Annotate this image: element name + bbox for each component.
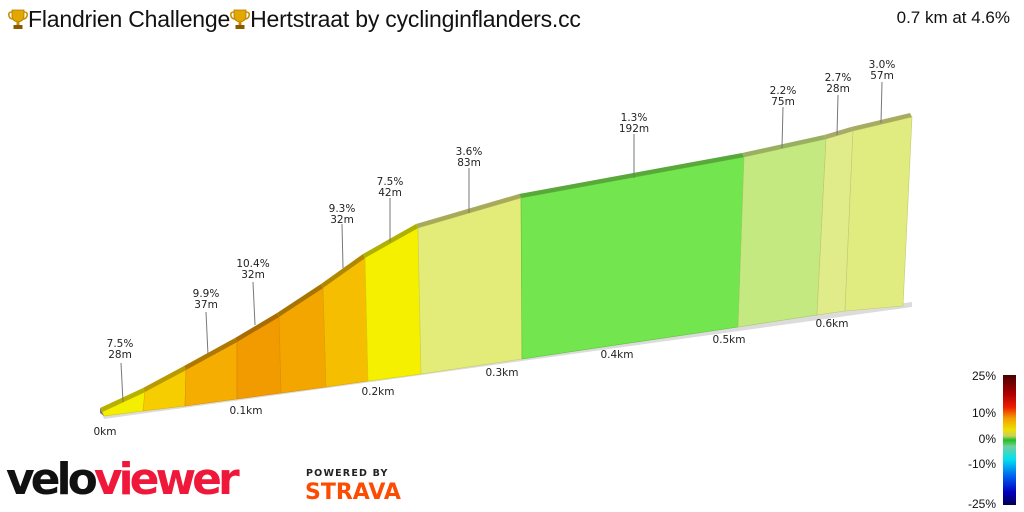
segment-8 — [520, 156, 745, 360]
segment-3 — [236, 316, 282, 400]
title-part1: Flandrien Challenge — [28, 6, 231, 32]
seg-label-len: 28m — [108, 349, 132, 361]
seg-label-len: 32m — [330, 214, 354, 226]
veloviewer-logo: veloviewer — [6, 454, 240, 505]
tick-label: 0.4km — [600, 349, 633, 361]
gradient-color-scale — [1003, 375, 1016, 505]
seg-label-len: 42m — [378, 187, 402, 199]
seg-label-len: 75m — [771, 96, 795, 108]
tick-label: 0.5km — [712, 334, 745, 346]
seg-label-len: 37m — [194, 299, 218, 311]
powered-by-label: POWERED BY — [306, 468, 389, 479]
seg-label-pct: 9.9% — [193, 288, 220, 300]
segment-7 — [417, 197, 523, 375]
seg-label-pct: 7.5% — [377, 176, 404, 188]
tick-label: 0.6km — [815, 318, 848, 330]
segment-9 — [737, 138, 827, 328]
seg-label-len: 83m — [457, 157, 481, 169]
seg-label-pct: 3.6% — [456, 146, 483, 158]
seg-label-pct: 7.5% — [107, 338, 134, 350]
tick-label: 0.2km — [361, 386, 394, 398]
climb-summary: 0.7 km at 4.6% — [896, 8, 1010, 27]
seg-label-pct: 2.2% — [770, 85, 797, 97]
distance-ticks: 0km 0.1km 0.2km 0.3km 0.4km 0.5km 0.6km — [94, 318, 849, 438]
svg-text:0%: 0% — [979, 432, 997, 446]
svg-text:10%: 10% — [972, 406, 996, 420]
segment-4 — [278, 287, 327, 394]
segment-labels: 7.5% 28m 9.9% 37m 10.4% 32m 9.3% 32m 7.5… — [107, 59, 896, 361]
seg-label-pct: 2.7% — [825, 72, 852, 84]
title-part2: Hertstraat by cyclinginflanders.cc — [250, 6, 581, 32]
seg-label-len: 57m — [870, 70, 894, 82]
seg-label-pct: 10.4% — [236, 258, 269, 270]
tick-label: 0.3km — [485, 367, 518, 379]
tick-label: 0.1km — [229, 405, 262, 417]
seg-label-len: 28m — [826, 83, 850, 95]
strava-logo: STRAVA — [305, 480, 401, 505]
trophy-icon — [8, 9, 28, 29]
segment-1 — [142, 369, 187, 412]
seg-label-len: 192m — [619, 123, 649, 135]
svg-text:25%: 25% — [972, 369, 996, 383]
seg-label-pct: 9.3% — [329, 203, 356, 215]
trophy-icon — [230, 9, 251, 29]
color-scale-labels: 25% 10% 0% -10% -25% — [968, 369, 996, 511]
seg-label-pct: 1.3% — [621, 112, 648, 124]
svg-text:-10%: -10% — [968, 457, 996, 471]
svg-text:-25%: -25% — [968, 497, 996, 511]
segment-5 — [322, 257, 369, 388]
chart-title: Flandrien Challenge Hertstraat by cyclin… — [8, 6, 581, 33]
seg-label-len: 32m — [241, 269, 265, 281]
gradient-segments — [101, 116, 913, 417]
tick-label: 0km — [94, 426, 117, 438]
seg-label-pct: 3.0% — [869, 59, 896, 71]
segment-11 — [844, 116, 913, 312]
label-leaders — [120, 81, 883, 403]
